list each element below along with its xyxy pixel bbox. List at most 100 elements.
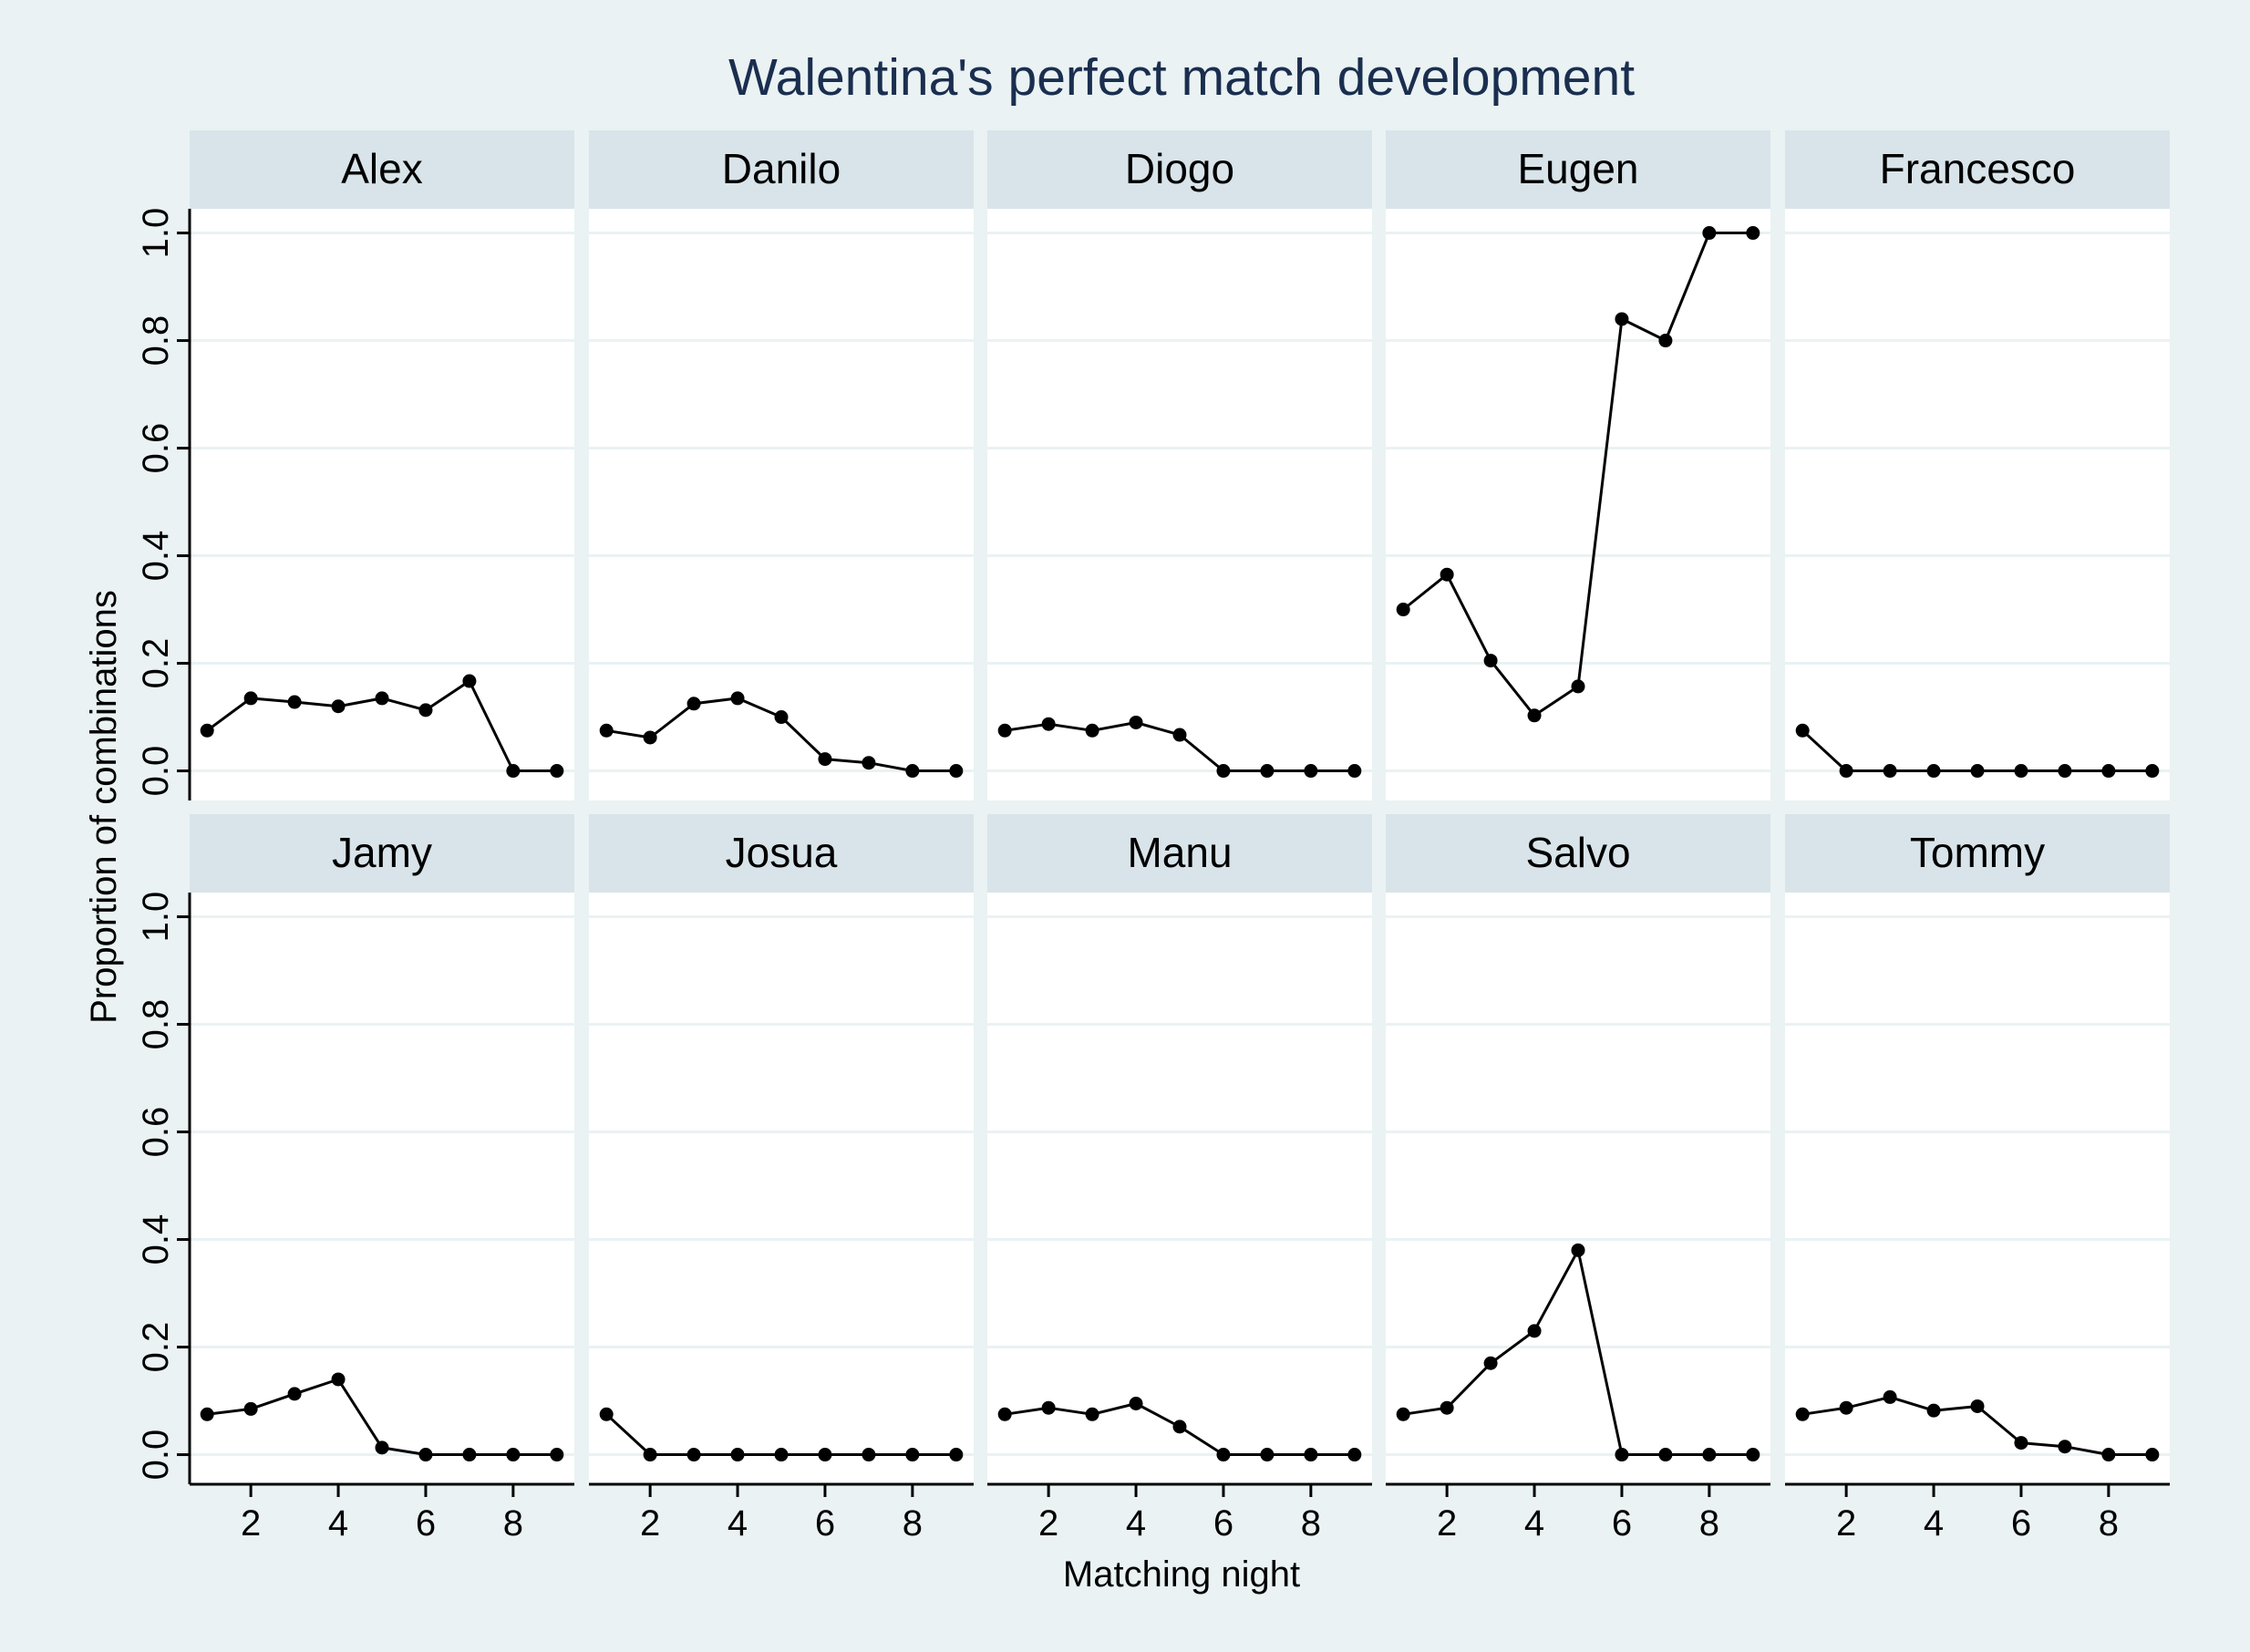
- data-point: [1304, 1448, 1318, 1462]
- panel-strip: [1386, 814, 1770, 893]
- data-point: [1347, 1448, 1362, 1462]
- plot-area: [589, 893, 974, 1484]
- panel-title: Jamy: [332, 829, 432, 876]
- data-point: [2101, 1448, 2116, 1462]
- plot-area: [987, 209, 1372, 800]
- data-point: [730, 1448, 745, 1462]
- data-point: [686, 697, 701, 711]
- data-point: [1216, 1448, 1231, 1462]
- x-tick-label: 8: [2099, 1503, 2119, 1544]
- data-point: [1041, 717, 1056, 731]
- data-point: [1129, 1397, 1143, 1410]
- data-point: [997, 1407, 1012, 1421]
- data-point: [287, 1387, 302, 1401]
- data-point: [1129, 715, 1143, 729]
- data-point: [599, 1407, 614, 1421]
- data-point: [1527, 708, 1542, 723]
- data-point: [818, 1448, 832, 1462]
- panel-strip: [190, 814, 574, 893]
- data-point: [949, 764, 964, 779]
- data-point: [1483, 1356, 1498, 1370]
- data-point: [2145, 1448, 2160, 1462]
- data-point: [905, 1448, 920, 1462]
- data-point: [550, 1448, 564, 1462]
- data-point: [862, 756, 876, 770]
- data-point: [1926, 1403, 1941, 1418]
- panel-title: Tommy: [1910, 829, 2045, 876]
- data-point: [1658, 334, 1673, 348]
- data-point: [1440, 1400, 1454, 1415]
- data-point: [599, 723, 614, 738]
- data-point: [506, 1448, 521, 1462]
- data-point: [418, 1448, 433, 1462]
- data-point: [862, 1448, 876, 1462]
- data-point: [818, 752, 832, 767]
- data-point: [200, 723, 214, 738]
- data-point: [506, 764, 521, 779]
- x-tick-label: 6: [815, 1503, 835, 1544]
- data-point: [1702, 1448, 1717, 1462]
- plot-area: [190, 209, 574, 800]
- data-point: [997, 723, 1012, 738]
- data-point: [1527, 1324, 1542, 1338]
- y-tick-label: 0.0: [136, 746, 176, 797]
- panel-manu: Manu 2 4 6 8: [987, 814, 1372, 1544]
- data-point: [774, 1448, 789, 1462]
- panel-josua: Josua 2 4 6 8: [589, 814, 974, 1544]
- data-point: [2014, 1436, 2028, 1451]
- panel-tommy: Tommy 2 4 6 8: [1785, 814, 2170, 1544]
- data-point: [2058, 764, 2072, 779]
- y-tick-label: 0.6: [136, 423, 176, 474]
- data-point: [1260, 764, 1275, 779]
- data-point: [1883, 1389, 1897, 1404]
- data-point: [1839, 764, 1853, 779]
- panel-strip: [1386, 130, 1770, 209]
- data-point: [1839, 1400, 1853, 1415]
- data-point: [1440, 567, 1454, 582]
- data-point: [243, 691, 258, 706]
- data-point: [1216, 764, 1231, 779]
- panel-title: Diogo: [1125, 145, 1234, 192]
- panel-strip: [190, 130, 574, 209]
- data-point: [1615, 1448, 1629, 1462]
- y-tick-label: 1.0: [136, 208, 176, 259]
- panel-salvo: Salvo 2 4 6 8: [1386, 814, 1770, 1544]
- data-point: [1795, 1407, 1810, 1421]
- y-tick-label: 0.8: [136, 999, 176, 1050]
- data-point: [686, 1448, 701, 1462]
- data-point: [1172, 728, 1187, 742]
- data-point: [1926, 764, 1941, 779]
- data-point: [1571, 679, 1585, 694]
- panel-title: Manu: [1127, 829, 1232, 876]
- data-point: [905, 764, 920, 779]
- x-tick-label: 4: [1924, 1503, 1944, 1544]
- x-tick-label: 8: [1699, 1503, 1719, 1544]
- data-point: [462, 674, 477, 688]
- data-point: [1746, 1448, 1760, 1462]
- x-tick-label: 8: [503, 1503, 523, 1544]
- data-point: [462, 1448, 477, 1462]
- panel-danilo: Danilo: [589, 130, 974, 800]
- x-tick-label: 4: [1126, 1503, 1146, 1544]
- x-tick-label: 4: [328, 1503, 348, 1544]
- x-tick-label: 8: [903, 1503, 923, 1544]
- panel-diogo: Diogo: [987, 130, 1372, 800]
- plot-area: [190, 893, 574, 1484]
- data-point: [1970, 1399, 1985, 1413]
- panel-strip: [987, 814, 1372, 893]
- data-point: [2101, 764, 2116, 779]
- data-point: [1883, 764, 1897, 779]
- data-point: [1571, 1243, 1585, 1257]
- panel-strip: [1785, 814, 2170, 893]
- x-tick-label: 6: [416, 1503, 436, 1544]
- x-tick-label: 2: [640, 1503, 660, 1544]
- data-point: [1347, 764, 1362, 779]
- panel-title: Alex: [341, 145, 422, 192]
- data-point: [774, 710, 789, 725]
- data-point: [2058, 1440, 2072, 1454]
- data-point: [331, 1372, 346, 1387]
- data-point: [1085, 1407, 1099, 1421]
- x-axis-label: Matching night: [1063, 1554, 1300, 1595]
- x-tick-label: 2: [1437, 1503, 1457, 1544]
- panel-strip: [589, 814, 974, 893]
